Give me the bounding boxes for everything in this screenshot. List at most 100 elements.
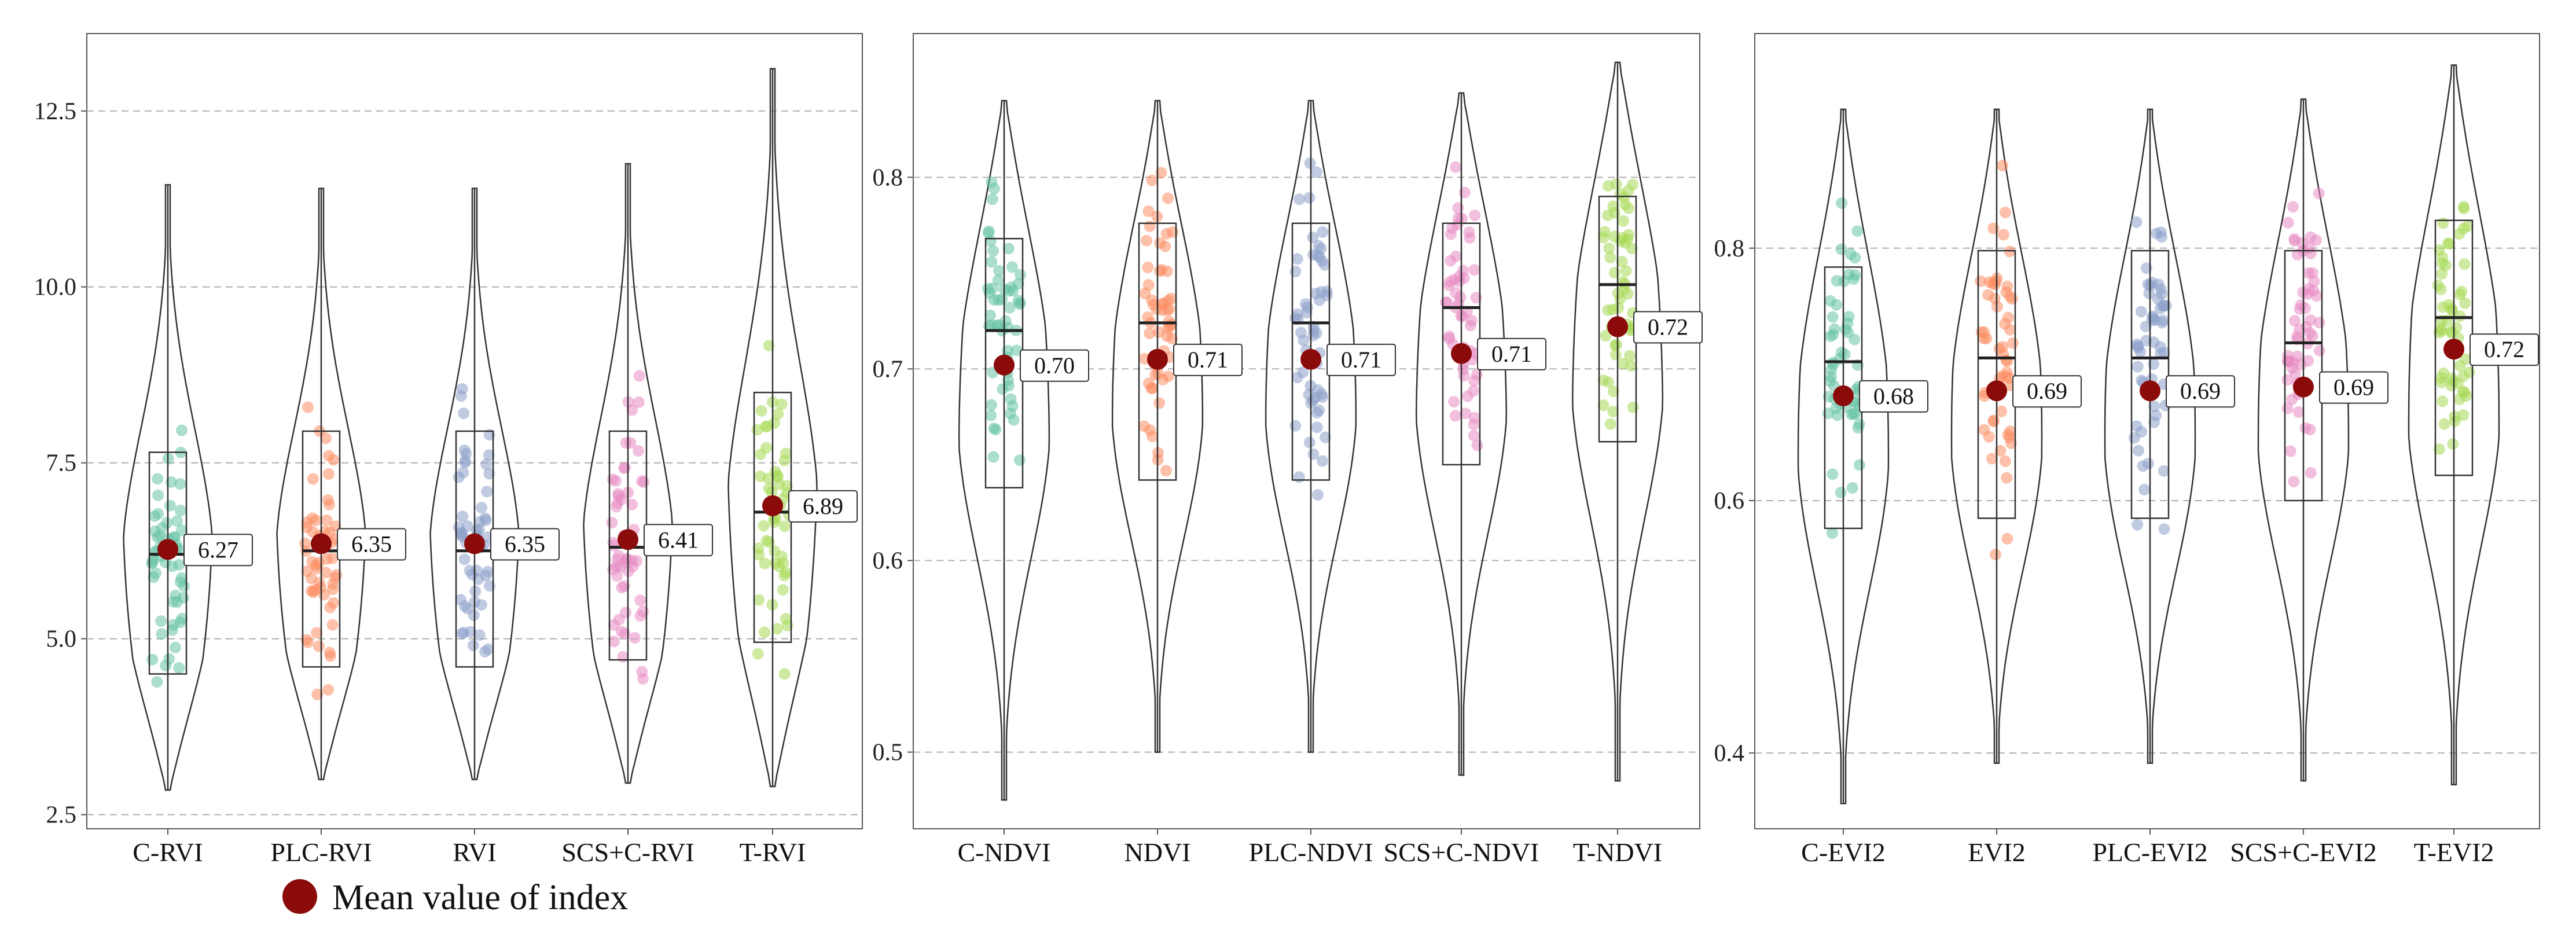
sample-point [1466,315,1478,326]
mean-label: 0.71 [1341,347,1381,373]
sample-point [753,594,765,606]
sample-point [1002,242,1015,255]
sample-point [1831,409,1843,421]
sample-point [464,626,476,638]
sample-point [1824,330,1836,342]
sample-point [1831,275,1843,287]
violin-outline [1797,108,1890,804]
sample-point [1825,364,1838,376]
y-tick-label: 0.4 [1714,740,1745,767]
sample-point [608,635,620,648]
sample-point [611,570,623,582]
sample-point [171,596,183,608]
sample-point [2152,293,2164,305]
sample-point [1289,266,1302,278]
sample-point [1624,350,1636,362]
mean-label-box [2470,333,2539,366]
mean-label-box [1477,337,1546,370]
sample-point [1616,358,1629,370]
mean-marker [618,529,638,550]
sample-point [2150,227,2162,240]
sample-point [2289,315,2301,327]
x-tick-label: RVI [453,837,497,867]
sample-point [2437,217,2449,229]
sample-point [1854,459,1865,471]
sample-point [2310,234,2322,246]
sample-point [2313,344,2325,357]
sample-point [1469,210,1481,222]
mean-marker [1147,348,1168,370]
x-tick-label: T-NDVI [1573,837,1662,867]
sample-point [2447,375,2459,387]
sample-point [2281,355,2294,367]
sample-point [636,666,648,678]
sample-point [459,457,471,469]
sample-point [777,557,789,569]
sample-point [1307,329,1320,341]
violin-T-RVI: 6.89 [727,68,858,788]
sample-point [1166,332,1178,344]
violin-outline [276,188,366,781]
sample-point [1623,203,1634,214]
sample-point [148,571,160,583]
sample-point [1468,375,1480,387]
mean-marker [2140,380,2160,402]
sample-point [2004,425,2016,438]
sample-point [1602,180,1614,192]
y-tick-label: 0.7 [873,356,903,383]
mean-label: 6.35 [505,531,545,557]
mean-label: 0.71 [1491,341,1532,367]
sample-point [1989,278,2001,291]
sample-point [323,450,335,462]
sample-point [161,517,173,529]
sample-point [1597,399,1609,411]
sample-point [173,558,185,571]
sample-point [313,640,325,652]
sample-point [780,447,792,460]
sample-point [771,623,783,635]
sample-point [1155,167,1167,179]
sample-point [146,556,159,568]
sample-point [1307,249,1319,261]
sample-point [1141,234,1152,247]
sample-point [473,629,486,641]
sample-point [1304,157,1316,169]
x-tick-label: SCS+C-RVI [561,837,694,867]
sample-point [2004,245,2016,258]
mean-label: 0.68 [1873,383,1914,409]
sample-point [759,557,771,569]
sample-point [2004,291,2016,303]
sample-point [306,512,318,524]
violin-PLC-RVI: 6.35 [276,188,406,781]
sample-point [634,610,646,622]
sample-point [1013,454,1026,466]
sample-point [1315,286,1327,298]
sample-point [1291,253,1303,265]
sample-point [2305,466,2317,479]
sample-point [1317,226,1329,238]
sample-point [1608,385,1619,398]
y-tick-label: 0.5 [873,740,903,766]
sample-point [1446,222,1458,234]
sample-point [307,526,319,538]
mean-marker [2443,339,2464,360]
sample-point [326,619,339,631]
sample-point [1622,185,1634,197]
sample-point [1445,255,1457,267]
sample-point [626,498,638,510]
sample-point [2001,366,2013,378]
violin-RVI: 6.35 [429,188,560,781]
sample-point [1468,385,1479,397]
sample-point [777,584,789,596]
sample-point [2158,523,2170,535]
violin-outline [727,68,818,788]
mean-label: 0.72 [2484,336,2524,362]
sample-point [302,401,314,413]
sample-point [772,408,784,420]
sample-point [2282,216,2294,229]
violin-T-EVI2: 0.72 [2408,64,2539,785]
plot-frame [913,33,1700,829]
sample-point [1012,295,1024,307]
sample-point [480,458,493,471]
